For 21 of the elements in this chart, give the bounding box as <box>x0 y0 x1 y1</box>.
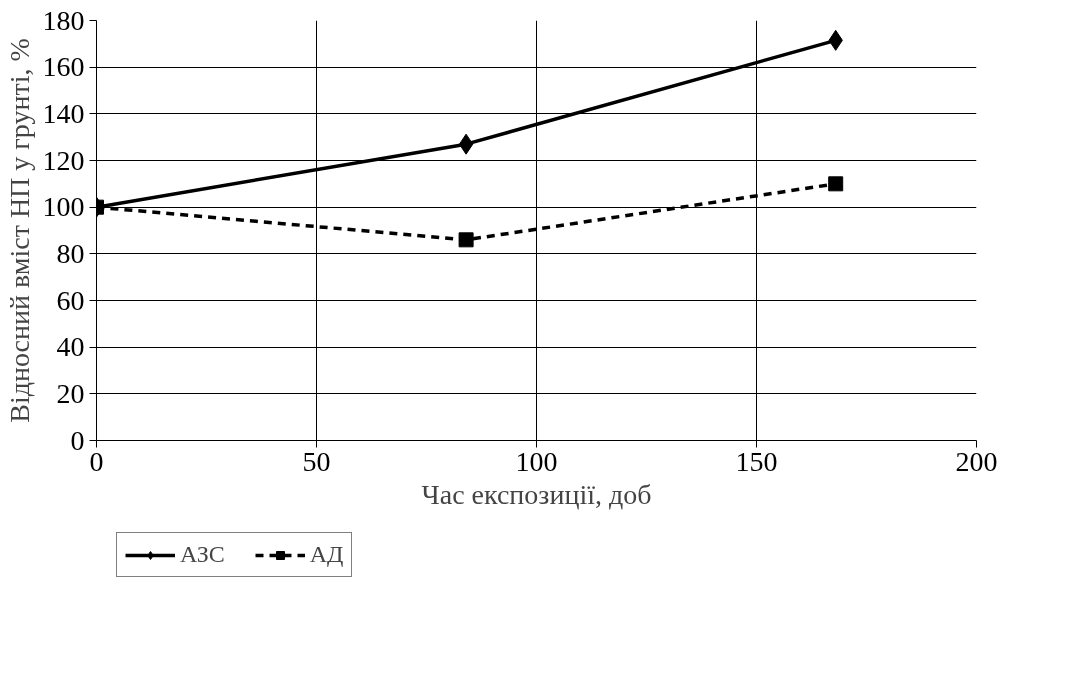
x-tick-label: 200 <box>955 445 998 477</box>
y-tick-label: 120 <box>42 144 85 176</box>
y-tick-label: 80 <box>56 237 85 269</box>
x-tick-label: 100 <box>515 445 558 477</box>
x-tick-label: 150 <box>735 445 778 477</box>
y-tick-label: 100 <box>42 191 85 223</box>
legend-label: АЗС <box>180 541 225 568</box>
point <box>458 133 474 155</box>
y-tick-label: 180 <box>42 4 85 36</box>
y-axis-title: Відносний вміст НП у грунті, % <box>3 38 35 423</box>
x-tick-label: 50 <box>302 445 331 477</box>
y-tick-label: 0 <box>70 424 85 456</box>
y-tick-label: 20 <box>56 377 85 409</box>
legend-label: АД <box>309 541 344 568</box>
y-tick-label: 160 <box>42 51 85 83</box>
point <box>828 176 844 192</box>
y-tick-label: 40 <box>56 331 85 363</box>
point <box>458 232 474 248</box>
x-axis-title: Час експозиції, доб <box>421 478 652 510</box>
y-tick-label: 60 <box>56 284 85 316</box>
y-tick-label: 140 <box>42 97 85 129</box>
